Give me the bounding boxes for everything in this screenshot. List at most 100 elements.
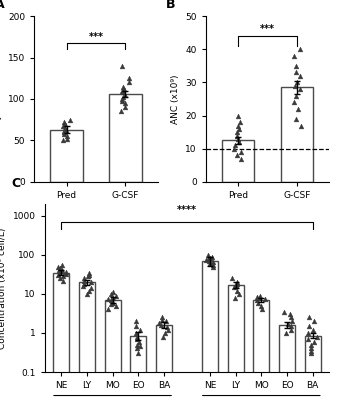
Point [110, 299, 116, 306]
Point [308, 348, 314, 354]
Point [285, 321, 291, 327]
Point [314, 334, 319, 340]
Point [235, 132, 240, 139]
Point [235, 288, 240, 294]
Point [287, 311, 293, 318]
Point [281, 308, 287, 315]
Bar [222, 140, 254, 182]
Point [283, 330, 288, 336]
Point [165, 327, 170, 333]
Bar [156, 325, 172, 400]
Bar [105, 300, 120, 400]
Point [233, 294, 238, 301]
Point [229, 275, 235, 282]
Point [84, 291, 90, 297]
Point [63, 268, 69, 275]
Point [67, 116, 72, 123]
Point [134, 334, 140, 340]
Point [106, 306, 111, 313]
Point [60, 123, 66, 130]
Point [308, 345, 314, 352]
Text: C: C [12, 177, 21, 190]
Point [210, 263, 216, 270]
Point [105, 296, 111, 302]
Point [231, 284, 237, 290]
Point [63, 126, 69, 133]
Point [298, 122, 304, 129]
Point [297, 46, 303, 52]
Point [207, 260, 213, 267]
Point [237, 119, 243, 126]
Y-axis label: Concentration (x10⁹ cell/L): Concentration (x10⁹ cell/L) [0, 227, 7, 349]
Point [207, 254, 212, 261]
Point [306, 336, 311, 342]
Point [254, 297, 260, 303]
Bar [305, 336, 321, 400]
Bar [53, 273, 69, 400]
Point [110, 289, 116, 296]
Point [158, 322, 164, 328]
Point [297, 86, 302, 92]
Point [164, 324, 169, 330]
Bar [281, 87, 313, 182]
Point [60, 137, 66, 144]
Point [59, 262, 64, 268]
Point [134, 345, 140, 352]
Point [88, 285, 94, 291]
Point [297, 72, 303, 79]
Point [259, 302, 264, 309]
Point [236, 291, 241, 297]
Text: B: B [166, 0, 176, 11]
Point [122, 92, 128, 98]
Point [136, 338, 142, 345]
Point [109, 297, 114, 303]
Point [119, 88, 125, 94]
Point [310, 327, 316, 333]
Point [137, 327, 143, 333]
Point [62, 127, 67, 134]
Point [82, 277, 87, 284]
Point [306, 314, 312, 320]
Point [120, 93, 126, 100]
Point [288, 323, 294, 329]
Point [238, 149, 244, 155]
Point [133, 330, 139, 336]
Text: ***: *** [260, 24, 275, 34]
Point [255, 299, 261, 306]
Bar [50, 130, 83, 182]
Point [89, 279, 94, 285]
Point [55, 263, 61, 270]
Point [232, 146, 237, 152]
Point [255, 294, 260, 300]
Point [121, 89, 126, 96]
Point [236, 136, 241, 142]
Point [63, 271, 68, 277]
Point [138, 343, 143, 350]
Point [203, 256, 209, 263]
Point [56, 267, 61, 274]
Point [309, 350, 314, 356]
Text: ***: *** [88, 32, 104, 42]
Point [289, 327, 294, 333]
Point [135, 350, 141, 356]
Point [59, 266, 65, 273]
Point [80, 283, 86, 289]
Point [87, 288, 92, 294]
Point [236, 126, 242, 132]
Point [293, 116, 298, 122]
Point [61, 131, 66, 137]
Point [234, 152, 239, 159]
Point [108, 301, 113, 307]
Point [232, 142, 238, 149]
Point [123, 100, 128, 106]
Point [113, 292, 118, 299]
Point [294, 79, 299, 86]
Point [234, 129, 239, 135]
Point [81, 281, 87, 287]
Point [206, 258, 212, 264]
Point [306, 323, 311, 329]
Point [58, 265, 63, 272]
Point [119, 108, 124, 115]
Point [109, 291, 114, 297]
Point [256, 294, 262, 301]
